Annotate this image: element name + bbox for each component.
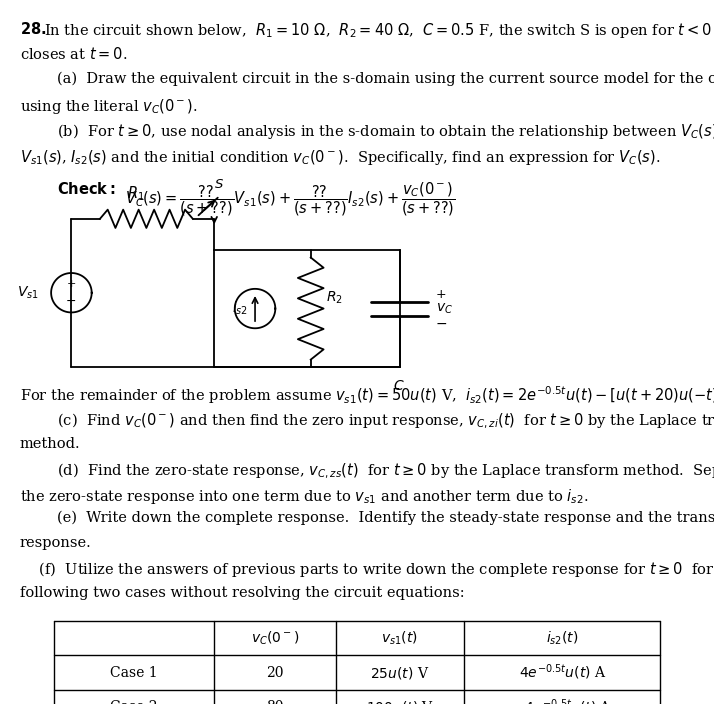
Text: (d)  Find the zero-state response, $v_{C,zs}(t)$  for $t\geq 0$ by the Laplace t: (d) Find the zero-state response, $v_{C,…	[20, 462, 714, 481]
Text: method.: method.	[20, 437, 81, 451]
Text: $V_C(s) = \dfrac{??}{(s+??)}V_{s1}(s)+\dfrac{??}{(s+??)}I_{s2}(s)+\dfrac{v_C(0^-: $V_C(s) = \dfrac{??}{(s+??)}V_{s1}(s)+\d…	[125, 181, 456, 218]
Text: using the literal $v_C(0^-)$.: using the literal $v_C(0^-)$.	[20, 97, 198, 116]
Text: (c)  Find $v_C(0^-)$ and then find the zero input response, $v_{C,zi}(t)$  for $: (c) Find $v_C(0^-)$ and then find the ze…	[20, 412, 714, 432]
Text: Case 2: Case 2	[110, 700, 158, 704]
Text: −: −	[66, 296, 76, 308]
Text: $-4e^{-0.5t}u(t)$ A: $-4e^{-0.5t}u(t)$ A	[513, 697, 612, 704]
Text: $100u(t)$ V: $100u(t)$ V	[366, 699, 434, 704]
Text: $C$: $C$	[393, 379, 404, 394]
Text: $4e^{-0.5t}u(t)$ A: $4e^{-0.5t}u(t)$ A	[518, 662, 606, 682]
Text: Case 1: Case 1	[110, 665, 158, 679]
Text: (a)  Draw the equivalent circuit in the s-domain using the current source model : (a) Draw the equivalent circuit in the s…	[20, 72, 714, 86]
Text: (b)  For $t\geq 0$, use nodal analysis in the s-domain to obtain the relationshi: (b) For $t\geq 0$, use nodal analysis in…	[20, 122, 714, 142]
Text: $\mathbf{28.}$: $\mathbf{28.}$	[20, 21, 46, 37]
Text: 20: 20	[266, 665, 283, 679]
Text: the zero-state response into one term due to $v_{s1}$ and another term due to $i: the zero-state response into one term du…	[20, 487, 588, 506]
Text: $V_{s1}$: $V_{s1}$	[17, 284, 39, 301]
Text: following two cases without resolving the circuit equations:: following two cases without resolving th…	[20, 586, 465, 600]
Text: $R_1$: $R_1$	[127, 184, 144, 203]
Text: $i_{s2}(t)$: $i_{s2}(t)$	[546, 629, 578, 647]
Text: In the circuit shown below,  $R_1 =10\ \Omega$,  $R_2 = 40\ \Omega$,  $C = 0.5$ : In the circuit shown below, $R_1 =10\ \O…	[44, 21, 714, 40]
Text: $i_{s2}$: $i_{s2}$	[232, 300, 248, 318]
Text: closes at $t = 0$.: closes at $t = 0$.	[20, 46, 128, 63]
Text: $R_2$: $R_2$	[326, 290, 343, 306]
Text: $S$: $S$	[214, 177, 224, 191]
Text: 80: 80	[266, 700, 283, 704]
Text: (f)  Utilize the answers of previous parts to write down the complete response f: (f) Utilize the answers of previous part…	[20, 560, 714, 579]
Text: $v_C$: $v_C$	[436, 301, 453, 316]
Text: $25u(t)$ V: $25u(t)$ V	[370, 665, 430, 681]
Text: $\mathbf{Check:}$: $\mathbf{Check:}$	[57, 181, 116, 197]
Text: response.: response.	[20, 536, 91, 551]
Text: $v_{s1}(t)$: $v_{s1}(t)$	[381, 629, 418, 647]
Text: +: +	[436, 288, 446, 301]
Text: +: +	[66, 279, 76, 289]
Text: $V_{s1}(s)$, $I_{s2}(s)$ and the initial condition $v_C(0^-)$.  Specifically, fi: $V_{s1}(s)$, $I_{s2}(s)$ and the initial…	[20, 148, 660, 167]
Text: $v_C(0^-)$: $v_C(0^-)$	[251, 629, 299, 647]
Text: For the remainder of the problem assume $v_{s1}(t) = 50u(t)$ V,  $i_{s2}(t) = 2e: For the remainder of the problem assume …	[20, 384, 714, 406]
Text: (e)  Write down the complete response.  Identify the steady-state response and t: (e) Write down the complete response. Id…	[20, 511, 714, 525]
Text: −: −	[436, 317, 447, 331]
